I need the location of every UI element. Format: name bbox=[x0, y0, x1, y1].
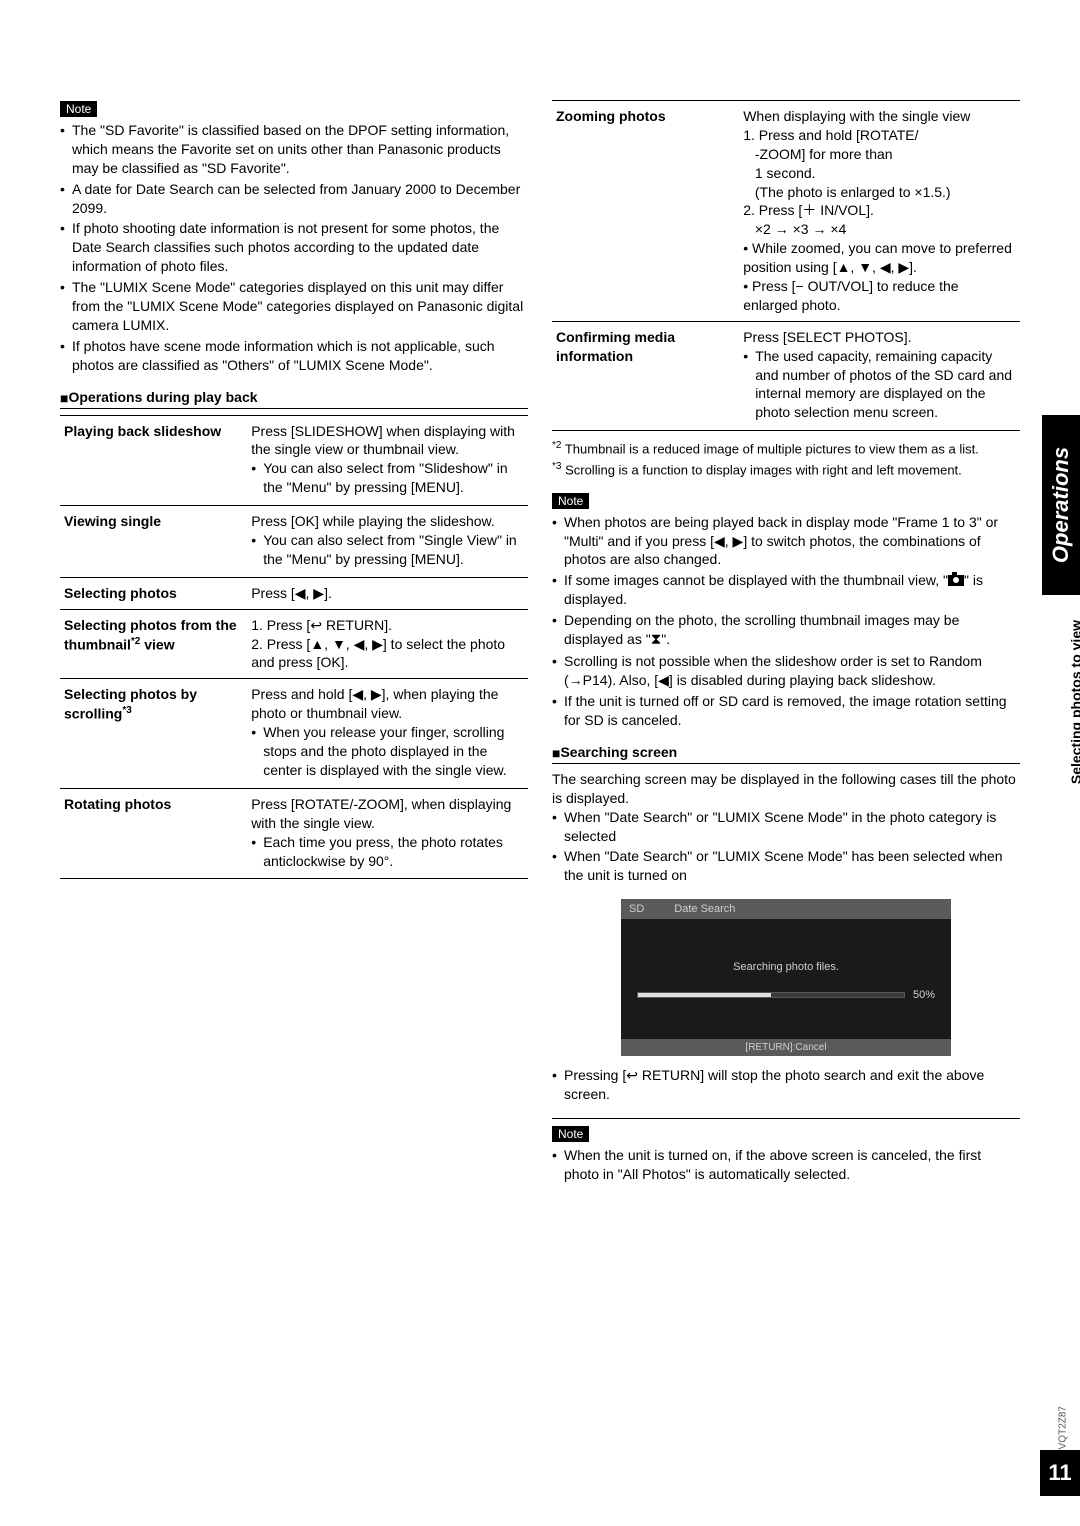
ss-message: Searching photo files. bbox=[733, 961, 839, 973]
table-row: Rotating photos Press [ROTATE/-ZOOM], wh… bbox=[60, 788, 528, 879]
section-heading-searching: ■ Searching screen bbox=[552, 744, 1020, 764]
ss-progress-bar bbox=[637, 992, 905, 998]
search-intro: The searching screen may be displayed in… bbox=[552, 770, 1020, 808]
op-desc: When displaying with the single view1. P… bbox=[739, 101, 1020, 322]
hourglass-icon: ⧗ bbox=[651, 630, 662, 650]
note-item: Scrolling is not possible when the slide… bbox=[552, 652, 1020, 690]
section-heading-operations: ■ Operations during play back bbox=[60, 389, 528, 409]
list-item: When "Date Search" or "LUMIX Scene Mode"… bbox=[552, 808, 1020, 846]
op-desc: 1. Press [↩ RETURN].2. Press [▲, ▼, ◀, ▶… bbox=[247, 609, 528, 679]
searching-screen-graphic: SD Date Search Searching photo files. 50… bbox=[621, 899, 951, 1056]
note-item: A date for Date Search can be selected f… bbox=[60, 180, 528, 218]
footnote-3: *3 Scrolling is a function to display im… bbox=[552, 460, 1020, 479]
note-list-1: The "SD Favorite" is classified based on… bbox=[60, 121, 528, 375]
side-tab-operations: Operations bbox=[1042, 415, 1080, 595]
table-row: Viewing single Press [OK] while playing … bbox=[60, 506, 528, 578]
op-label: Rotating photos bbox=[60, 788, 247, 879]
page-number: 11 bbox=[1040, 1450, 1080, 1496]
op-desc: Press [SLIDESHOW] when displaying with t… bbox=[247, 415, 528, 506]
after-ss: Pressing [↩ RETURN] will stop the photo … bbox=[552, 1066, 1020, 1104]
note-item: If the unit is turned off or SD card is … bbox=[552, 692, 1020, 730]
op-label: Zooming photos bbox=[552, 101, 739, 322]
ss-source: SD bbox=[629, 903, 644, 915]
operations-table-left: Playing back slideshow Press [SLIDESHOW]… bbox=[60, 415, 528, 880]
note-item: When photos are being played back in dis… bbox=[552, 513, 1020, 570]
ss-footer: [RETURN]:Cancel bbox=[621, 1039, 951, 1056]
list-item: When "Date Search" or "LUMIX Scene Mode"… bbox=[552, 847, 1020, 885]
op-desc: Press [◀, ▶]. bbox=[247, 577, 528, 609]
table-row: Selecting photos by scrolling*3 Press an… bbox=[60, 679, 528, 788]
search-cases: When "Date Search" or "LUMIX Scene Mode"… bbox=[552, 808, 1020, 886]
table-row: Zooming photos When displaying with the … bbox=[552, 101, 1020, 322]
op-label: Viewing single bbox=[60, 506, 247, 578]
ss-progress-fill bbox=[638, 993, 771, 997]
ss-title: Date Search bbox=[674, 903, 735, 915]
op-label: Selecting photos by scrolling*3 bbox=[60, 679, 247, 788]
note-item: The "LUMIX Scene Mode" categories displa… bbox=[60, 278, 528, 335]
note-badge: Note bbox=[552, 1126, 589, 1142]
table-row: Playing back slideshow Press [SLIDESHOW]… bbox=[60, 415, 528, 506]
op-label: Confirming media information bbox=[552, 321, 739, 430]
table-row: Selecting photos from the thumbnail*2 vi… bbox=[60, 609, 528, 679]
list-item: Pressing [↩ RETURN] will stop the photo … bbox=[552, 1066, 1020, 1104]
note-item: If photos have scene mode information wh… bbox=[60, 337, 528, 375]
op-label: Selecting photos bbox=[60, 577, 247, 609]
note-item: When the unit is turned on, if the above… bbox=[552, 1146, 1020, 1184]
note-item: If some images cannot be displayed with … bbox=[552, 571, 1020, 609]
note-list-2: When photos are being played back in dis… bbox=[552, 513, 1020, 730]
note-list-3: When the unit is turned on, if the above… bbox=[552, 1146, 1020, 1184]
op-desc: Press [ROTATE/-ZOOM], when displaying wi… bbox=[247, 788, 528, 879]
op-desc: Press [SELECT PHOTOS]. The used capacity… bbox=[739, 321, 1020, 430]
note-badge: Note bbox=[552, 493, 589, 509]
table-row: Confirming media information Press [SELE… bbox=[552, 321, 1020, 430]
op-desc: Press [OK] while playing the slideshow. … bbox=[247, 506, 528, 578]
ss-percent: 50% bbox=[913, 989, 935, 1001]
ss-titlebar: SD Date Search bbox=[621, 899, 951, 919]
left-column: Note The "SD Favorite" is classified bas… bbox=[60, 100, 528, 1198]
side-text-selecting: Selecting photos to view bbox=[1068, 620, 1080, 784]
footnote-2: *2 Thumbnail is a reduced image of multi… bbox=[552, 439, 1020, 458]
op-desc: Press and hold [◀, ▶], when playing the … bbox=[247, 679, 528, 788]
note-item: The "SD Favorite" is classified based on… bbox=[60, 121, 528, 178]
table-row: Selecting photos Press [◀, ▶]. bbox=[60, 577, 528, 609]
note-badge: Note bbox=[60, 101, 97, 117]
page-content: Note The "SD Favorite" is classified bas… bbox=[60, 100, 1020, 1198]
camera-icon bbox=[948, 575, 964, 586]
op-label: Playing back slideshow bbox=[60, 415, 247, 506]
operations-table-right: Zooming photos When displaying with the … bbox=[552, 100, 1020, 431]
note-item: Depending on the photo, the scrolling th… bbox=[552, 611, 1020, 650]
op-label: Selecting photos from the thumbnail*2 vi… bbox=[60, 609, 247, 679]
note-item: If photo shooting date information is no… bbox=[60, 219, 528, 276]
right-column: Zooming photos When displaying with the … bbox=[552, 100, 1020, 1198]
document-id: VQT2Z87 bbox=[1057, 1406, 1068, 1449]
